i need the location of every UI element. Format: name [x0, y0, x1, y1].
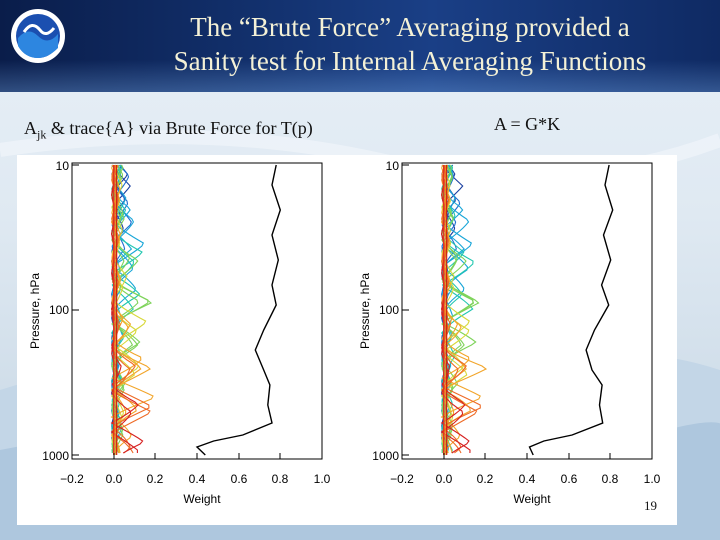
kernel-line — [441, 164, 474, 454]
x-tick-label: 0.2 — [477, 472, 494, 486]
trace-curve — [195, 164, 282, 456]
figure-panel: −0.2 0.0 0.2 0.4 0.6 0.8 1.0 10 100 1000… — [17, 155, 677, 525]
kernel-curves — [440, 164, 488, 455]
title-line-2: Sanity test for Internal Averaging Funct… — [173, 46, 647, 76]
y-ticks: 10 100 1000 — [372, 159, 409, 463]
x-tick-label: 0.4 — [189, 472, 206, 486]
x-tick-label: 0.6 — [561, 472, 578, 486]
x-ticks: −0.2 0.0 0.2 0.4 0.6 0.8 1.0 — [390, 453, 661, 486]
caption-left-rest: & trace{A} via Brute Force for T(p) — [46, 118, 313, 138]
x-tick-label: 0.0 — [106, 472, 123, 486]
title-line-1: The “Brute Force” Averaging provided a — [190, 12, 630, 42]
page-number: 19 — [644, 498, 657, 513]
kernel-curves — [110, 164, 154, 455]
x-tick-label: 0.8 — [602, 472, 619, 486]
y-tick-label: 100 — [49, 303, 69, 317]
kernel-line — [111, 164, 141, 454]
plot-frame — [71, 162, 323, 460]
x-tick-label: −0.2 — [390, 472, 414, 486]
x-tick-label: −0.2 — [60, 472, 84, 486]
x-tick-label: 0.4 — [519, 472, 536, 486]
y-tick-label: 1000 — [372, 449, 399, 463]
y-tick-label: 10 — [386, 159, 400, 173]
plot-right: −0.2 0.0 0.2 0.4 0.6 0.8 1.0 10 100 1000… — [358, 159, 661, 506]
x-axis-label: Weight — [513, 492, 551, 506]
y-axis-label: Pressure, hPa — [28, 273, 42, 349]
x-tick-label: 1.0 — [314, 472, 331, 486]
trace-curve — [528, 164, 614, 456]
kernel-line — [441, 164, 470, 454]
x-ticks: −0.2 0.0 0.2 0.4 0.6 0.8 1.0 — [60, 453, 331, 486]
kernel-line — [111, 164, 134, 454]
y-ticks: 10 100 1000 — [42, 159, 79, 463]
noaa-logo — [11, 9, 65, 63]
x-tick-label: 0.2 — [147, 472, 164, 486]
slide-title: The “Brute Force” Averaging provided a S… — [110, 10, 710, 78]
kernel-line — [441, 164, 477, 454]
caption-right: A = G*K — [494, 114, 561, 134]
title-bar-glow — [0, 60, 720, 92]
x-tick-label: 0.6 — [231, 472, 248, 486]
caption-left-sub: jk — [37, 127, 47, 142]
x-axis-label: Weight — [183, 492, 221, 506]
caption-left: Ajk & trace{A} via Brute Force for T(p) — [24, 118, 313, 143]
plot-frame — [401, 162, 653, 460]
plot-left: −0.2 0.0 0.2 0.4 0.6 0.8 1.0 10 100 1000… — [28, 159, 331, 506]
x-tick-label: 0.0 — [436, 472, 453, 486]
title-bar: The “Brute Force” Averaging provided a S… — [0, 0, 720, 92]
caption-left-main: A — [24, 118, 37, 138]
y-tick-label: 100 — [379, 303, 399, 317]
x-tick-label: 0.8 — [272, 472, 289, 486]
y-tick-label: 1000 — [42, 449, 69, 463]
y-axis-label: Pressure, hPa — [358, 273, 372, 349]
x-tick-label: 1.0 — [644, 472, 661, 486]
y-tick-label: 10 — [56, 159, 70, 173]
